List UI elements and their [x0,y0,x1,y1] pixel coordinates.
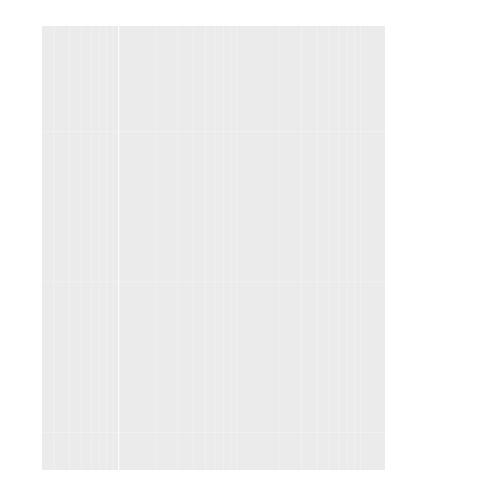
chart-svg [0,0,504,504]
plot-panel [42,26,385,470]
scatter-chart [0,0,504,504]
